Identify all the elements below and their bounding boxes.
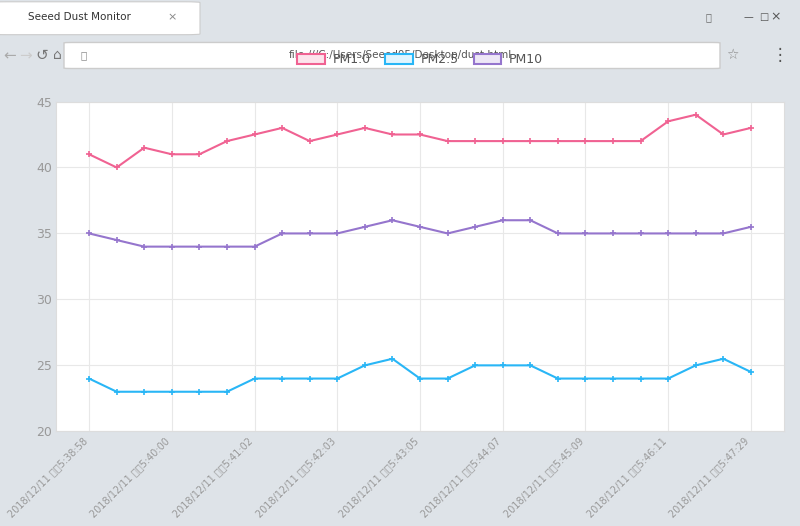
Text: →: → xyxy=(19,48,32,63)
Text: ☆: ☆ xyxy=(726,48,738,63)
Text: ←: ← xyxy=(3,48,16,63)
Text: —: — xyxy=(743,12,753,22)
Text: ×: × xyxy=(770,11,782,24)
Text: ×: × xyxy=(167,12,177,22)
Text: ⓘ: ⓘ xyxy=(81,50,87,60)
Text: 👤: 👤 xyxy=(705,12,711,22)
Text: ⌂: ⌂ xyxy=(54,48,62,63)
FancyBboxPatch shape xyxy=(64,43,720,68)
FancyBboxPatch shape xyxy=(0,2,200,35)
Text: Seeed Dust Monitor: Seeed Dust Monitor xyxy=(28,12,131,22)
Text: file:///C:/Users/Seeed05/Desktop/dust.html: file:///C:/Users/Seeed05/Desktop/dust.ht… xyxy=(288,50,512,60)
Legend: PM1.0, PM2.5, PM10: PM1.0, PM2.5, PM10 xyxy=(292,48,548,72)
Text: ↺: ↺ xyxy=(35,48,48,63)
Text: ⋮: ⋮ xyxy=(772,46,788,65)
Text: □: □ xyxy=(759,12,769,22)
